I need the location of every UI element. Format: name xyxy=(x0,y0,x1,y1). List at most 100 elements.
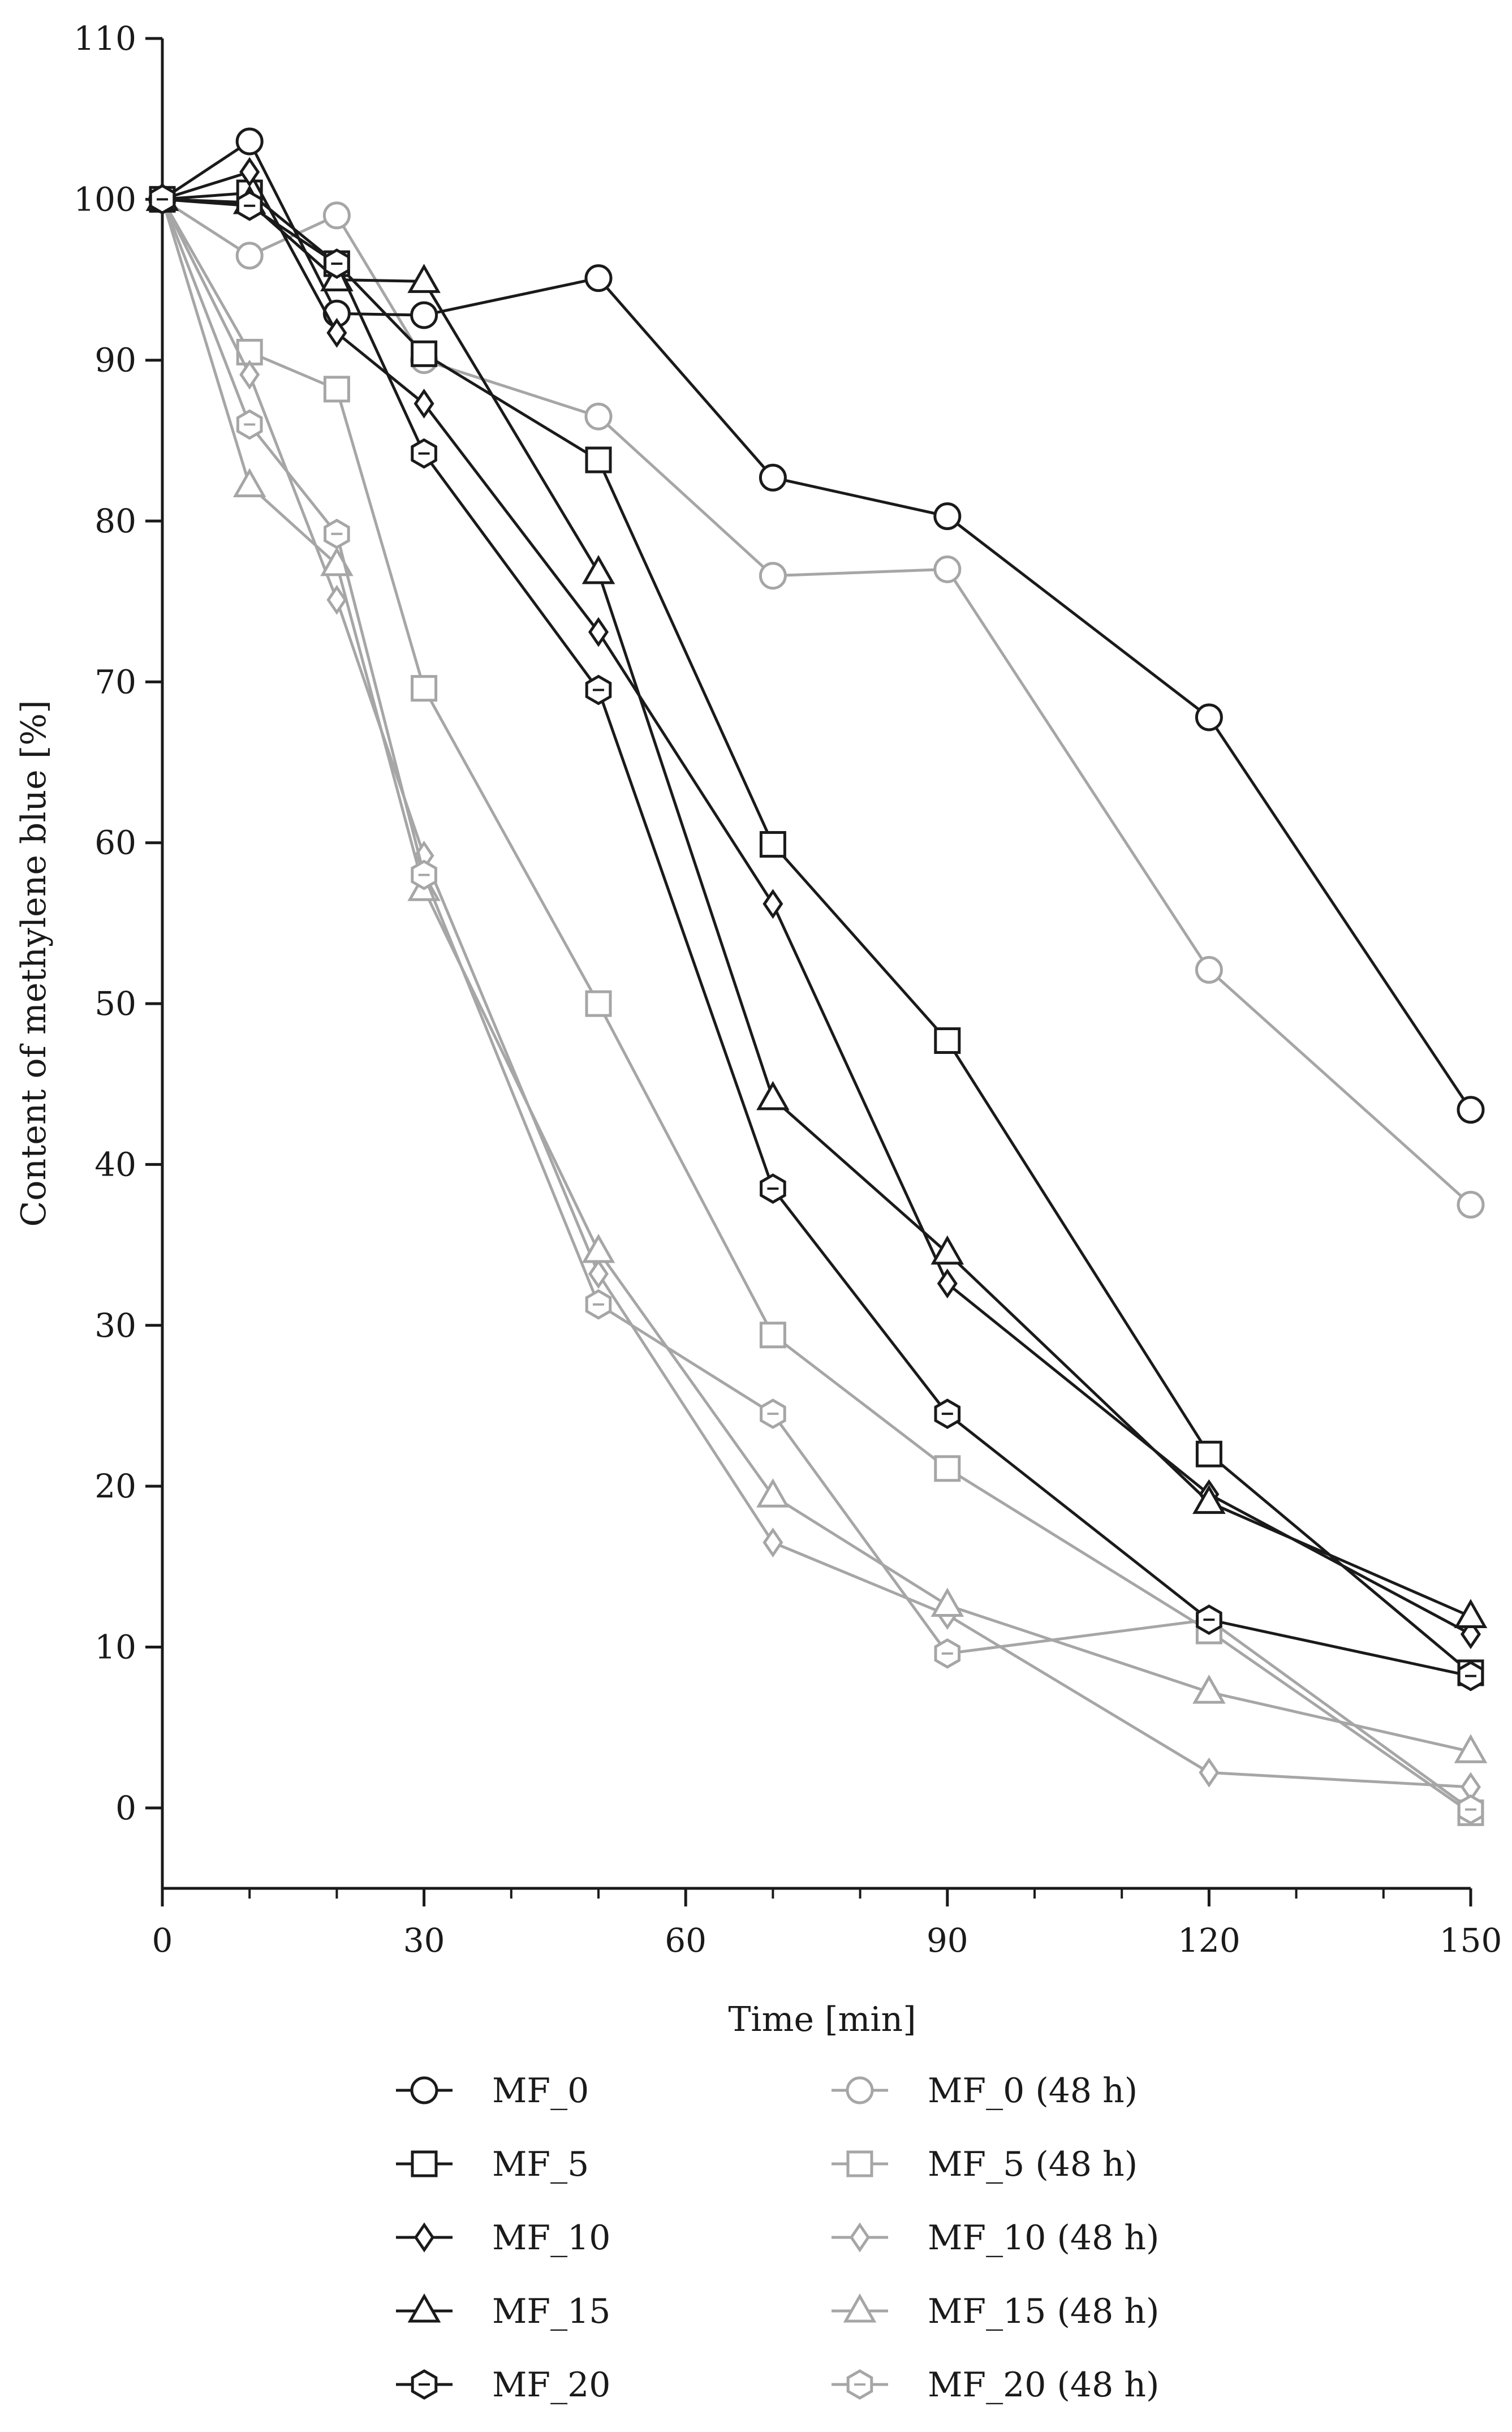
legend-marker-mf-15-48-h xyxy=(843,2293,877,2323)
legend: MF_0 MF_5 MF_10 MF_15 MF_20 MF_0 (48 h) MF_5 (… xyxy=(396,2071,1159,2405)
data-point-mf-0 xyxy=(933,502,962,531)
legend-item-mf-20-48-h: MF_20 (48 h) xyxy=(832,2365,1159,2405)
data-point-mf-0-48-h xyxy=(584,402,613,431)
data-point-mf-0-48-h xyxy=(1195,955,1223,984)
series-mf-5-48-h xyxy=(149,186,1484,1826)
series-mf-10 xyxy=(152,157,1481,1650)
legend-label: MF_5 xyxy=(492,2145,589,2184)
legend-marker-mf-0-48-h xyxy=(846,2076,874,2104)
data-point-mf-20 xyxy=(585,674,612,705)
data-point-mf-15-48-h xyxy=(756,1478,790,1508)
series-mf-0 xyxy=(148,127,1485,1124)
legend-marker-mf-15 xyxy=(407,2293,441,2323)
data-point-mf-20-48-h xyxy=(411,859,437,890)
legend-label: MF_20 xyxy=(492,2365,610,2405)
legend-label: MF_10 (48 h) xyxy=(928,2218,1159,2258)
series-mf-5 xyxy=(149,179,1484,1686)
legend-item-mf-5: MF_5 xyxy=(396,2145,589,2184)
series-mf-10-48-h xyxy=(152,184,1481,1802)
data-point-mf-10 xyxy=(239,157,260,187)
y-axis-title: Content of methylene blue [%] xyxy=(14,700,54,1226)
series-mf-20 xyxy=(149,184,1484,1691)
data-point-mf-20-48-h xyxy=(324,518,350,549)
series-mf-15-48-h xyxy=(145,182,1488,1763)
y-tick-label: 100 xyxy=(74,180,136,218)
data-point-mf-0 xyxy=(235,127,264,156)
data-point-mf-20-48-h xyxy=(934,1638,961,1669)
legend-label: MF_0 (48 h) xyxy=(928,2071,1138,2111)
y-tick-label: 20 xyxy=(94,1467,136,1505)
data-point-mf-15-48-h xyxy=(931,1587,964,1617)
data-point-mf-20-48-h xyxy=(585,1289,612,1320)
data-point-mf-20-48-h xyxy=(760,1398,786,1430)
y-tick-label: 60 xyxy=(94,824,136,862)
data-point-mf-0 xyxy=(1457,1096,1485,1124)
data-point-mf-10-48-h xyxy=(588,1259,609,1289)
legend-marker-mf-5-48-h xyxy=(846,2150,873,2177)
data-point-mf-10 xyxy=(588,617,609,647)
data-point-mf-0-48-h xyxy=(1457,1191,1485,1219)
y-tick-label: 10 xyxy=(94,1628,136,1666)
data-point-mf-15 xyxy=(931,1235,964,1265)
legend-label: MF_15 (48 h) xyxy=(928,2292,1159,2331)
data-point-mf-20 xyxy=(236,190,263,221)
data-point-mf-0-48-h xyxy=(322,201,351,230)
data-point-mf-5-48-h xyxy=(323,376,350,403)
legend-item-mf-5-48-h: MF_5 (48 h) xyxy=(832,2145,1138,2184)
data-point-mf-20 xyxy=(1196,1604,1222,1635)
y-tick-label: 70 xyxy=(94,662,136,701)
series-line-mf-15-48-h xyxy=(161,199,1471,1753)
y-tick-label: 80 xyxy=(94,502,136,540)
data-point-mf-15 xyxy=(1454,1599,1488,1628)
data-point-mf-0 xyxy=(759,463,787,492)
data-point-mf-20 xyxy=(149,184,176,215)
data-point-mf-20 xyxy=(324,248,350,279)
data-point-mf-10 xyxy=(326,317,347,348)
x-tick-label: 90 xyxy=(927,1921,968,1960)
legend-marker-mf-5 xyxy=(411,2150,438,2177)
data-point-mf-15 xyxy=(407,264,441,293)
data-point-mf-10-48-h xyxy=(1199,1757,1220,1788)
data-point-mf-15 xyxy=(1192,1484,1226,1514)
series-line-mf-5 xyxy=(162,191,1472,1674)
legend-item-mf-15-48-h: MF_15 (48 h) xyxy=(832,2292,1159,2331)
data-point-mf-15-48-h xyxy=(581,1233,615,1263)
data-point-mf-20-48-h xyxy=(1457,1794,1484,1825)
data-point-mf-15 xyxy=(756,1081,790,1110)
series-line-mf-10-48-h xyxy=(161,199,1471,1789)
legend-item-mf-0-48-h: MF_0 (48 h) xyxy=(832,2071,1138,2111)
data-point-mf-10 xyxy=(937,1268,958,1299)
data-point-mf-10 xyxy=(763,889,783,919)
legend-marker-mf-20 xyxy=(411,2369,438,2400)
data-point-mf-15-48-h xyxy=(232,468,266,497)
data-point-mf-5 xyxy=(1195,1440,1222,1467)
y-tick-label: 30 xyxy=(94,1306,136,1345)
data-point-mf-15 xyxy=(581,554,615,584)
legend-item-mf-10-48-h: MF_10 (48 h) xyxy=(832,2218,1159,2258)
data-point-mf-5-48-h xyxy=(934,1455,961,1482)
legend-item-mf-10: MF_10 xyxy=(396,2218,610,2258)
data-point-mf-5-48-h xyxy=(411,675,438,702)
data-point-mf-0 xyxy=(410,301,438,329)
legend-item-mf-0: MF_0 xyxy=(396,2071,589,2111)
legend-marker-mf-10-48-h xyxy=(849,2222,871,2253)
data-point-mf-5 xyxy=(585,446,612,474)
data-point-mf-0 xyxy=(1195,703,1223,731)
data-point-mf-10 xyxy=(413,389,434,419)
legend-label: MF_20 (48 h) xyxy=(928,2365,1159,2405)
x-tick-label: 60 xyxy=(665,1921,707,1960)
data-point-mf-5 xyxy=(759,831,786,858)
x-tick-label: 150 xyxy=(1440,1921,1502,1960)
x-tick-label: 0 xyxy=(152,1921,173,1960)
series-line-mf-5-48-h xyxy=(161,199,1472,1814)
legend-item-mf-20: MF_20 xyxy=(396,2365,610,2405)
legend-label: MF_15 xyxy=(492,2292,610,2331)
data-point-mf-20 xyxy=(760,1173,786,1204)
data-point-mf-5-48-h xyxy=(585,990,612,1017)
data-point-mf-10-48-h xyxy=(239,359,260,390)
legend-label: MF_5 (48 h) xyxy=(928,2145,1138,2184)
y-tick-label: 50 xyxy=(94,984,136,1023)
x-tick-label: 120 xyxy=(1178,1921,1240,1960)
data-point-mf-20 xyxy=(411,438,437,469)
